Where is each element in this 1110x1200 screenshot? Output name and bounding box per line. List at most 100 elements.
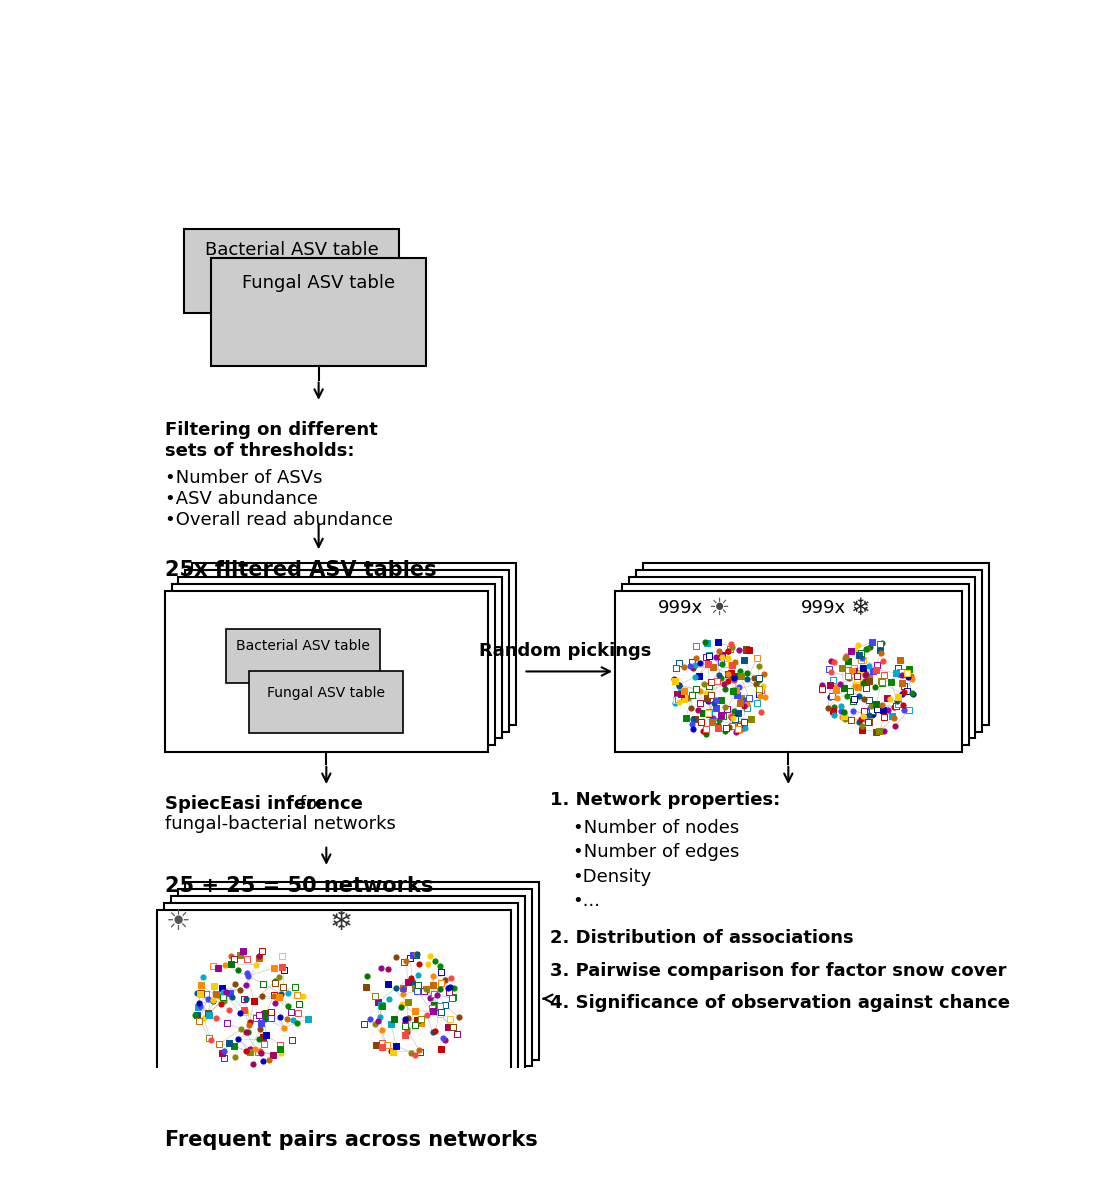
Point [254, 974, 272, 994]
Point [839, 668, 857, 688]
Text: •Number of ASVs
•ASV abundance
•Overall read abundance: •Number of ASVs •ASV abundance •Overall … [164, 469, 393, 528]
Point [428, 1002, 446, 1021]
Point [885, 709, 902, 728]
Point [731, 694, 749, 713]
Point [245, 991, 263, 1010]
Point [380, 990, 397, 1009]
Point [408, 944, 426, 964]
Point [407, 944, 425, 964]
Point [839, 652, 857, 671]
Point [746, 668, 764, 688]
Point [686, 655, 704, 674]
Point [218, 983, 235, 1002]
Point [401, 948, 418, 967]
Point [687, 648, 705, 667]
Point [861, 637, 879, 656]
Point [823, 686, 840, 706]
Point [382, 1042, 400, 1061]
Text: Fungal ASV table: Fungal ASV table [268, 686, 385, 700]
Point [882, 672, 900, 691]
Point [729, 677, 747, 696]
Point [423, 998, 441, 1018]
Point [900, 701, 918, 720]
Point [751, 680, 769, 700]
Point [697, 725, 715, 744]
Point [278, 1009, 295, 1028]
Point [371, 1007, 388, 1026]
Point [710, 710, 728, 730]
Point [436, 971, 454, 990]
Point [411, 1043, 428, 1062]
Point [284, 1010, 302, 1030]
Point [410, 976, 427, 995]
Point [825, 702, 842, 721]
Point [250, 948, 268, 967]
Point [857, 664, 875, 683]
Point [210, 958, 228, 977]
Point [672, 684, 689, 703]
Text: Random pickings: Random pickings [480, 642, 652, 660]
Point [898, 682, 916, 701]
Point [434, 1028, 452, 1048]
Point [398, 1008, 416, 1027]
Point [737, 638, 755, 658]
Point [700, 689, 718, 708]
Point [726, 668, 744, 688]
Point [424, 966, 442, 985]
Point [716, 722, 734, 742]
Point [700, 646, 718, 665]
Point [294, 986, 312, 1006]
Point [702, 673, 719, 692]
Point [846, 677, 864, 696]
Point [266, 972, 284, 991]
Point [444, 988, 462, 1007]
Point [712, 690, 729, 709]
Point [689, 701, 707, 720]
Text: 999x: 999x [658, 599, 704, 617]
Point [872, 643, 890, 662]
Point [287, 985, 305, 1004]
Point [188, 984, 205, 1003]
Point [875, 701, 892, 720]
Point [694, 703, 712, 722]
Point [398, 972, 416, 991]
Point [210, 986, 228, 1006]
Point [740, 689, 758, 708]
Text: fungal-bacterial networks: fungal-bacterial networks [164, 815, 395, 833]
Point [385, 1009, 403, 1028]
Text: 25x filtered ASV tables: 25x filtered ASV tables [164, 559, 436, 580]
Bar [622, 583, 969, 745]
Point [729, 640, 747, 659]
Point [712, 647, 729, 666]
Point [355, 1015, 373, 1034]
Point [894, 695, 911, 714]
Point [191, 997, 209, 1016]
Point [845, 691, 862, 710]
Point [887, 664, 905, 683]
Point [222, 954, 240, 973]
Point [447, 1024, 465, 1043]
Point [229, 1030, 246, 1049]
Point [670, 676, 688, 695]
Bar [157, 910, 511, 1087]
Point [731, 666, 749, 685]
Point [250, 946, 268, 965]
Point [894, 665, 911, 684]
Point [882, 706, 900, 725]
Point [387, 948, 405, 967]
Point [373, 1033, 391, 1052]
Point [836, 709, 854, 728]
Point [722, 664, 739, 683]
Point [715, 674, 733, 694]
Bar [643, 563, 989, 725]
Point [709, 666, 727, 685]
Point [832, 701, 850, 720]
Point [436, 995, 454, 1014]
Point [864, 704, 881, 724]
Point [254, 1051, 272, 1070]
Text: 2. Distribution of associations: 2. Distribution of associations [549, 929, 854, 948]
Point [432, 956, 450, 976]
Point [831, 674, 849, 694]
Point [417, 1006, 435, 1025]
Point [214, 982, 232, 1001]
